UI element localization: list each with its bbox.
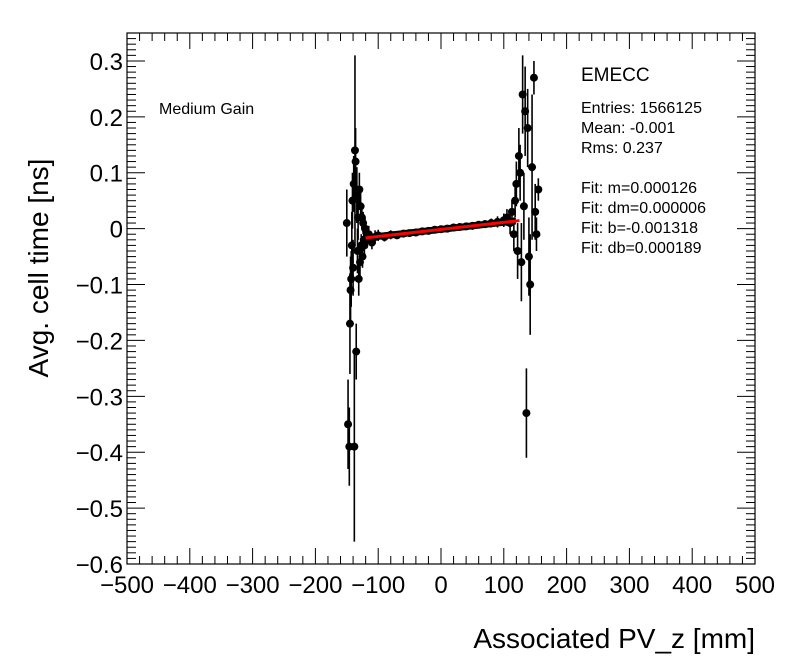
- point-marker: [514, 151, 523, 160]
- x-tick-label: −300: [226, 572, 280, 599]
- stats-box: EMECC Entries: 1566125 Mean: -0.001 Rms:…: [581, 65, 706, 257]
- y-tick-label: −0.6: [76, 552, 123, 579]
- point-marker: [351, 157, 360, 166]
- point-marker: [529, 73, 538, 82]
- data-point: [526, 234, 535, 335]
- stats-title: EMECC: [581, 65, 650, 86]
- y-tick-label: −0.4: [76, 440, 123, 467]
- x-tick-label: 100: [484, 572, 524, 599]
- point-marker: [354, 274, 363, 283]
- point-marker: [352, 347, 361, 356]
- y-tick-label: 0.2: [90, 105, 123, 132]
- point-marker: [358, 252, 367, 261]
- point-marker: [534, 185, 543, 194]
- y-tick-labels: −0.6 −0.5 −0.4 −0.3 −0.2 −0.1 0 0.1 0.2 0.3: [76, 49, 123, 579]
- data-point: [350, 351, 359, 542]
- y-axis-title: Avg. cell time [ns]: [23, 159, 54, 378]
- point-marker: [350, 442, 359, 451]
- data-point: [529, 60, 538, 95]
- fit-line: [365, 219, 520, 240]
- data-point: [522, 368, 531, 458]
- y-tick-label: −0.3: [76, 384, 123, 411]
- point-marker: [517, 258, 526, 267]
- point-marker: [513, 246, 522, 255]
- y-tick-label: 0.1: [90, 161, 123, 188]
- point-marker: [344, 420, 353, 429]
- point-marker: [531, 207, 540, 216]
- point-marker: [342, 219, 351, 228]
- stats-fit-dm: Fit: dm=0.000006: [581, 200, 706, 217]
- point-marker: [532, 230, 541, 239]
- stats-entries: Entries: 1566125: [581, 100, 702, 117]
- x-axis-title: Associated PV_z [mm]: [473, 623, 755, 654]
- y-tick-label: −0.2: [76, 328, 123, 355]
- point-marker: [349, 263, 358, 272]
- point-marker: [522, 409, 531, 418]
- point-marker: [523, 124, 532, 133]
- point-marker: [355, 185, 364, 194]
- axis-ticks: [126, 32, 756, 565]
- x-tick-label: 200: [547, 572, 587, 599]
- point-marker: [516, 168, 525, 177]
- point-marker: [519, 202, 528, 211]
- x-tick-label: 500: [735, 572, 775, 599]
- x-tick-label: −100: [351, 572, 405, 599]
- data-point: [349, 239, 358, 296]
- data-point: [534, 178, 543, 201]
- y-tick-label: 0.3: [90, 49, 123, 76]
- data-point: [352, 323, 361, 380]
- y-tick-label: 0: [110, 217, 123, 244]
- stats-rms: Rms: 0.237: [581, 140, 663, 157]
- stats-fit-m: Fit: m=0.000126: [581, 180, 697, 197]
- x-tick-label: 400: [672, 572, 712, 599]
- point-marker: [507, 207, 516, 216]
- data-point: [532, 217, 541, 251]
- data-point: [517, 223, 526, 302]
- x-tick-label: 0: [434, 572, 447, 599]
- data-point: [513, 223, 522, 279]
- point-marker: [509, 230, 518, 239]
- point-marker: [524, 252, 533, 261]
- x-tick-labels: −500 −400 −300 −200 −100 0 100 200 300 400 500: [100, 572, 775, 599]
- x-tick-label: −200: [288, 572, 342, 599]
- point-marker: [528, 163, 537, 172]
- data-point: [528, 94, 537, 240]
- y-tick-label: −0.5: [76, 496, 123, 523]
- data-point: [342, 189, 351, 257]
- point-marker: [361, 224, 370, 233]
- data-point: [351, 128, 360, 196]
- data-point: [516, 144, 525, 201]
- x-tick-label: −500: [100, 572, 154, 599]
- point-marker: [511, 196, 520, 205]
- data-point: [519, 172, 528, 240]
- x-tick-label: −400: [163, 572, 217, 599]
- stats-fit-b: Fit: b=-0.001318: [581, 220, 698, 237]
- stats-mean: Mean: -0.001: [581, 120, 675, 137]
- stats-fit-db: Fit: db=0.000189: [581, 240, 702, 257]
- gain-annotation: Medium Gain: [159, 101, 254, 118]
- data-point: [523, 88, 532, 168]
- y-tick-label: −0.1: [76, 273, 123, 300]
- fit-line-group: [365, 219, 520, 240]
- point-marker: [526, 280, 535, 289]
- x-tick-label: 300: [609, 572, 649, 599]
- point-marker: [356, 202, 365, 211]
